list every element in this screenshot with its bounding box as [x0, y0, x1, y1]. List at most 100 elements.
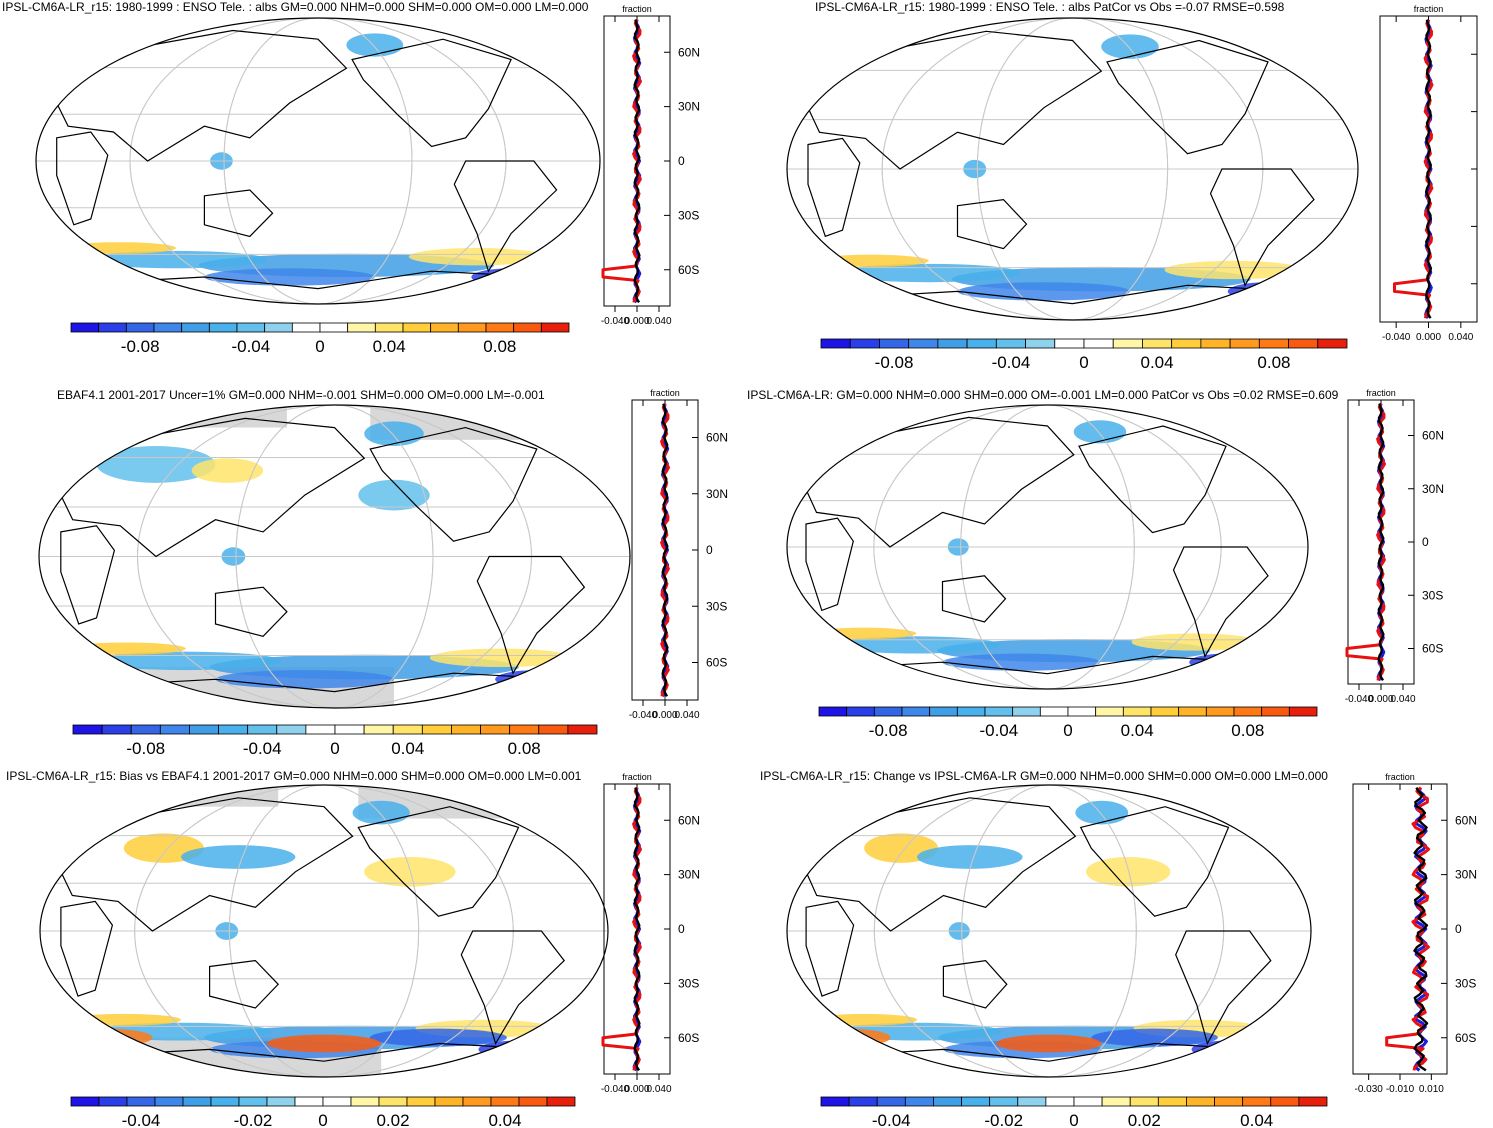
colorbar-swatch — [546, 1096, 576, 1107]
lat-label: 60N — [1422, 429, 1444, 443]
colorbar-label: 0.04 — [488, 1111, 521, 1128]
profile-group: fraction -0.030 -0.010 0.010 60N 30N 0 30S 60S — [1352, 772, 1477, 1095]
colorbar-label: 0.04 — [1121, 721, 1154, 740]
colorbar-swatch — [451, 724, 481, 735]
anomaly-patch — [832, 636, 1001, 654]
colorbar-swatch — [1045, 1096, 1075, 1107]
colorbar-swatch — [291, 322, 321, 333]
continent-north-america — [357, 806, 520, 917]
colorbar-swatch — [818, 706, 848, 717]
anomaly-patch — [66, 642, 186, 655]
continent-eurasia — [55, 29, 348, 162]
colorbar-swatch — [276, 724, 307, 735]
panel-2-colorbar: -0.08 -0.04 0 0.04 0.08 — [820, 338, 1348, 372]
anomaly-patch — [62, 242, 177, 254]
colorbar-swatch — [1288, 706, 1318, 717]
lat-label: 60S — [678, 1031, 699, 1045]
colorbar-swatch — [322, 1096, 352, 1107]
colorbar-swatch — [1142, 338, 1173, 349]
panel-3-map — [38, 404, 631, 709]
lat-label: 60N — [678, 45, 700, 59]
colorbar-swatch — [457, 322, 487, 333]
anomaly-patch — [408, 248, 546, 266]
continent-north-america — [369, 426, 538, 542]
lat-label: 30S — [1455, 976, 1476, 990]
anomaly-patch — [90, 651, 281, 671]
colorbar-swatch — [350, 1096, 380, 1107]
colorbar-swatch — [1025, 338, 1056, 349]
lat-label: 30N — [678, 868, 700, 882]
colorbar-label: 0 — [330, 739, 339, 758]
colorbar-swatch — [402, 322, 432, 333]
anomaly-patch — [358, 479, 430, 511]
lat-label: 30S — [1422, 588, 1443, 602]
anomaly-patch — [957, 282, 1130, 301]
colorbar-swatch — [406, 1096, 436, 1107]
colorbar-swatch — [1242, 1096, 1272, 1107]
colorbar-swatch — [154, 1096, 184, 1107]
colorbar-swatch — [879, 338, 910, 349]
lat-label: 60S — [1422, 642, 1443, 656]
continent-north-america — [1106, 39, 1269, 155]
colorbar-swatch — [247, 724, 278, 735]
colorbar-swatch — [849, 338, 880, 349]
meridian-line — [235, 405, 434, 708]
colorbar-swatch — [236, 322, 266, 333]
zonal-mean-curve — [1377, 403, 1385, 682]
colorbar-swatch — [984, 706, 1014, 717]
continent-australia — [941, 575, 1007, 623]
colorbar-group: -0.08 -0.04 0 0.04 0.08 — [70, 322, 570, 356]
x-tick-label: -0.040 — [629, 710, 658, 721]
colorbar-swatch — [846, 706, 875, 717]
colorbar-group: -0.04 -0.02 0 0.02 0.04 — [820, 1096, 1328, 1128]
panel-5-title: IPSL-CM6A-LR_r15: Bias vs EBAF4.1 2001-2… — [6, 769, 582, 783]
lat-label: 0 — [706, 543, 713, 557]
continent-north-america — [351, 38, 512, 148]
anomaly-patch — [1131, 633, 1258, 651]
continent-africa — [805, 900, 855, 997]
anomaly-patch — [96, 445, 216, 483]
colorbar-swatch — [1298, 1096, 1328, 1107]
colorbar-swatch — [956, 706, 986, 717]
colorbar-swatch — [1317, 338, 1348, 349]
meridian-line — [228, 785, 420, 1077]
anomaly-patch — [806, 1028, 891, 1047]
colorbar-swatch — [908, 338, 939, 349]
colorbar-swatch — [1288, 338, 1319, 349]
colorbar-swatch — [264, 322, 293, 333]
colorbar-label: -0.04 — [122, 1111, 161, 1128]
anomaly-patch — [1085, 857, 1171, 887]
anomaly-patch — [942, 653, 1100, 671]
colorbar-swatch — [513, 322, 542, 333]
lat-label: 60N — [706, 431, 728, 445]
colorbar-swatch — [462, 1096, 492, 1107]
x-tick-label: 0.000 — [624, 316, 649, 327]
lat-label: 30N — [706, 487, 728, 501]
x-tick-label: 0.040 — [646, 316, 671, 327]
map-border — [786, 784, 1312, 1078]
panel-1-map — [35, 17, 601, 305]
continent-north-america — [1079, 806, 1230, 917]
panel-1-title: IPSL-CM6A-LR_r15: 1980-1999 : ENSO Tele.… — [2, 0, 589, 14]
x-tick-label: -0.040 — [1382, 332, 1411, 343]
anomaly-patch — [181, 845, 296, 869]
zonal-mean-curve — [1425, 19, 1433, 319]
colorbar-swatch — [392, 724, 423, 735]
colorbar-label: 0 — [318, 1111, 327, 1128]
colorbar-swatch — [363, 724, 394, 735]
colorbar-swatch — [820, 338, 851, 349]
lat-label: 0 — [678, 922, 685, 936]
colorbar-label: -0.08 — [869, 721, 908, 740]
colorbar-swatch — [937, 338, 968, 349]
colorbar-swatch — [305, 724, 336, 735]
colorbar-label: -0.04 — [992, 353, 1031, 372]
colorbar-label: 0 — [315, 337, 324, 356]
colorbar-label: -0.02 — [984, 1111, 1023, 1128]
colorbar-swatch — [1101, 1096, 1131, 1107]
zonal-mean-curve — [601, 18, 642, 303]
colorbar-swatch — [294, 1096, 324, 1107]
anomaly-patch — [1164, 260, 1303, 280]
continent-australia — [209, 959, 280, 1009]
